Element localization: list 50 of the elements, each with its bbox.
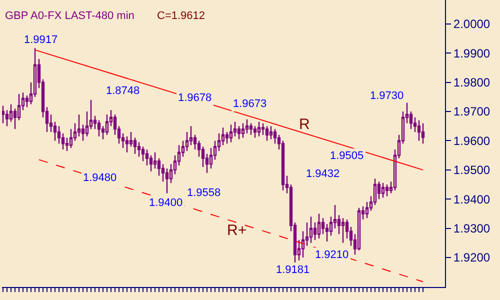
candlestick (385, 184, 389, 197)
y-tick-label: 2.0000 (453, 17, 490, 32)
series-label: R (299, 116, 310, 133)
series-label: R+ (227, 222, 247, 239)
candlestick (357, 207, 361, 251)
candlestick (2, 105, 5, 124)
annotation: 1.9210 (315, 249, 349, 261)
candlestick (125, 136, 129, 153)
candlestick (241, 122, 245, 138)
candlestick (309, 216, 313, 244)
annotation: 1.9730 (370, 90, 404, 102)
candlestick (77, 114, 81, 137)
text: GBP A0-FX LAST-480 min (5, 10, 134, 22)
text: C=1.9612 (157, 10, 206, 22)
annotation: 1.9678 (178, 92, 212, 104)
y-tick-label: 1.9500 (453, 163, 490, 178)
candlestick (137, 142, 141, 158)
candlestick (265, 126, 269, 142)
annotation: 1.9917 (24, 34, 58, 46)
candlestick (237, 126, 241, 140)
y-tick-label: 1.9200 (453, 250, 490, 265)
candlestick (229, 124, 233, 143)
y-tick-label: 1.9400 (453, 192, 490, 206)
candlestick (381, 182, 385, 198)
candlestick (141, 146, 145, 162)
candlestick (97, 120, 101, 137)
candlestick (341, 218, 345, 244)
candlestick (249, 122, 253, 136)
candlestick (317, 213, 321, 240)
y-tick-label: 1.9800 (453, 76, 490, 90)
y-tick-label: 1.9300 (453, 222, 490, 236)
candlestick (165, 168, 169, 194)
y-tick-label: 1.9600 (453, 134, 490, 148)
candlestick (253, 126, 257, 138)
annotation: 1.9400 (149, 197, 183, 209)
annotation: 1.9181 (276, 264, 310, 276)
annotation: 1.8748 (106, 85, 140, 97)
y-tick-label: 1.9900 (453, 46, 490, 60)
annotation: 1.9558 (187, 187, 221, 199)
candlestick (257, 121, 261, 137)
candlestick (417, 120, 421, 142)
candlestick (105, 114, 109, 136)
candlestick (269, 126, 273, 140)
annotation: 1.9432 (306, 168, 340, 180)
annotation: 1.9673 (233, 98, 267, 110)
annotation: 1.9505 (330, 150, 364, 162)
y-tick-label: 1.9700 (453, 104, 490, 119)
annotation: 1.9480 (83, 172, 117, 184)
candlestick (421, 122, 425, 144)
candlestick (245, 118, 249, 134)
